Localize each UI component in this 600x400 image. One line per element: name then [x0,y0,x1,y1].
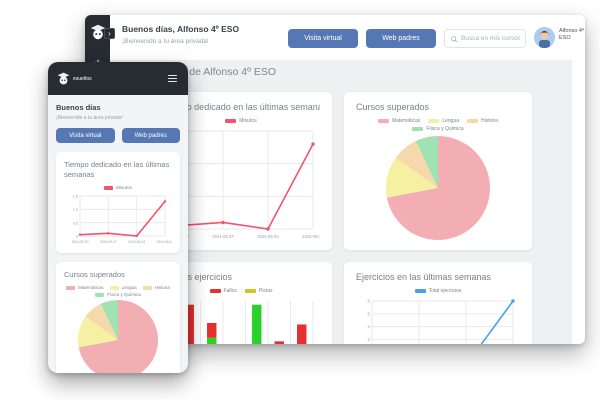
user-name: Alfonso 4º ESO [559,28,584,41]
svg-text:0,5: 0,5 [73,222,78,226]
search-icon [450,30,458,48]
svg-text:1,0: 1,0 [73,208,78,212]
brand-logo: esueltos [57,72,92,85]
card-title: Cursos superados [64,270,125,280]
greeting-title: Buenos días, Alfonso 4º ESO [122,24,240,34]
svg-text:2024-05-27: 2024-05-27 [100,240,117,244]
desktop-header: Buenos días, Alfonso 4º ESO ¡Bienvenido … [110,15,585,60]
svg-text:3: 3 [367,337,370,342]
legend-item: Minutos [225,118,257,124]
card-title: Tiempo dedicado en las últimas semanas [162,102,320,112]
chart-legend: Minutos [64,185,172,190]
svg-text:2024-06-03: 2024-06-03 [128,240,145,244]
sidebar-expand-button[interactable]: › [104,28,115,39]
legend-item: Total ejercicios [414,288,461,294]
svg-text:1,5: 1,5 [73,195,78,199]
mobile-greeting-subtitle: ¡Bienvenido a tu área privada! [56,115,123,121]
legend-item: Historia [142,285,170,290]
legend-item: Pistas [244,288,272,294]
chart-legend: Fallos Pistas [162,288,320,294]
legend-item: Matemáticas [378,118,420,124]
svg-text:5: 5 [367,311,370,316]
svg-text:2024-05-20: 2024-05-20 [72,240,89,244]
card-title: Últimos ejercicios [162,272,233,282]
robot-logo-icon [90,24,106,45]
pie [78,300,158,373]
mobile-cursos-pie-chart [64,300,172,373]
svg-text:2024-05-27: 2024-05-27 [212,234,234,239]
svg-text:2024-06-03: 2024-06-03 [257,234,279,239]
chart-legend: Minutos [162,118,320,124]
phone-mockup: esueltos Buenos días ¡Bienvenido a tu ár… [48,62,188,373]
legend-item: Física y Química [95,292,141,297]
svg-text:2024-06-10: 2024-06-10 [302,234,320,239]
mobile-card-cursos: Cursos superados Matemáticas Lengua Histor… [56,262,180,373]
mobile-web-padres-button[interactable]: Web padres [121,128,180,143]
mobile-tiempo-line-chart: 0 0,5 1,0 1,5 2024-05-20 2024-05-27 2024-06-03… [64,193,174,245]
svg-text:4: 4 [367,324,370,329]
legend-item: Fallos [209,288,237,294]
brand-name: esueltos [73,75,92,82]
legend-item: Historia [467,118,498,124]
card-title: Tiempo dedicado en las últimas semanas [64,160,170,180]
chart-legend: Matemáticas Lengua Historia Física y Químic… [356,118,520,132]
card-ejercicios-semanas: Ejercicios en las últimas semanas Total … [344,262,532,344]
mobile-header: esueltos [48,62,188,95]
search-input[interactable] [461,35,520,42]
mobile-greeting: Buenos días [56,103,101,112]
mobile-visita-virtual-button[interactable]: Visita virtual [56,128,115,143]
card-title: Ejercicios en las últimas semanas [356,272,492,282]
legend-item: Lengua [428,118,459,124]
search-box[interactable] [444,29,526,48]
visita-virtual-button[interactable]: Visita virtual [288,29,358,48]
mobile-card-tiempo: Tiempo dedicado en las últimas semanas M… [56,152,180,254]
greeting-subtitle: ¡Bienvenido a tu área privada! [122,38,209,45]
pie [386,136,490,240]
hamburger-menu-icon[interactable] [166,73,179,85]
chart-legend: Matemáticas Lengua Historia Física y Químic… [64,285,172,297]
legend-item: Minutos [104,185,132,190]
chart-legend: Total ejercicios [356,288,520,294]
legend-item: Matemáticas [66,285,104,290]
semanas-line-chart: 0123456 [356,298,520,344]
web-padres-button[interactable]: Web padres [366,29,436,48]
legend-item: Física y Química [412,126,464,132]
card-title: Cursos superados [356,102,430,112]
svg-text:0: 0 [76,235,78,239]
svg-text:2024-06-10: 2024-06-10 [157,240,172,244]
mobile-body: Buenos días ¡Bienvenido a tu área privad… [48,95,188,373]
cursos-pie-chart [356,136,520,240]
legend-item: Lengua [109,285,137,290]
avatar[interactable] [534,27,555,48]
card-cursos-superados: Cursos superados Matemáticas Lengua Histor… [344,92,532,250]
svg-text:6: 6 [367,299,370,304]
